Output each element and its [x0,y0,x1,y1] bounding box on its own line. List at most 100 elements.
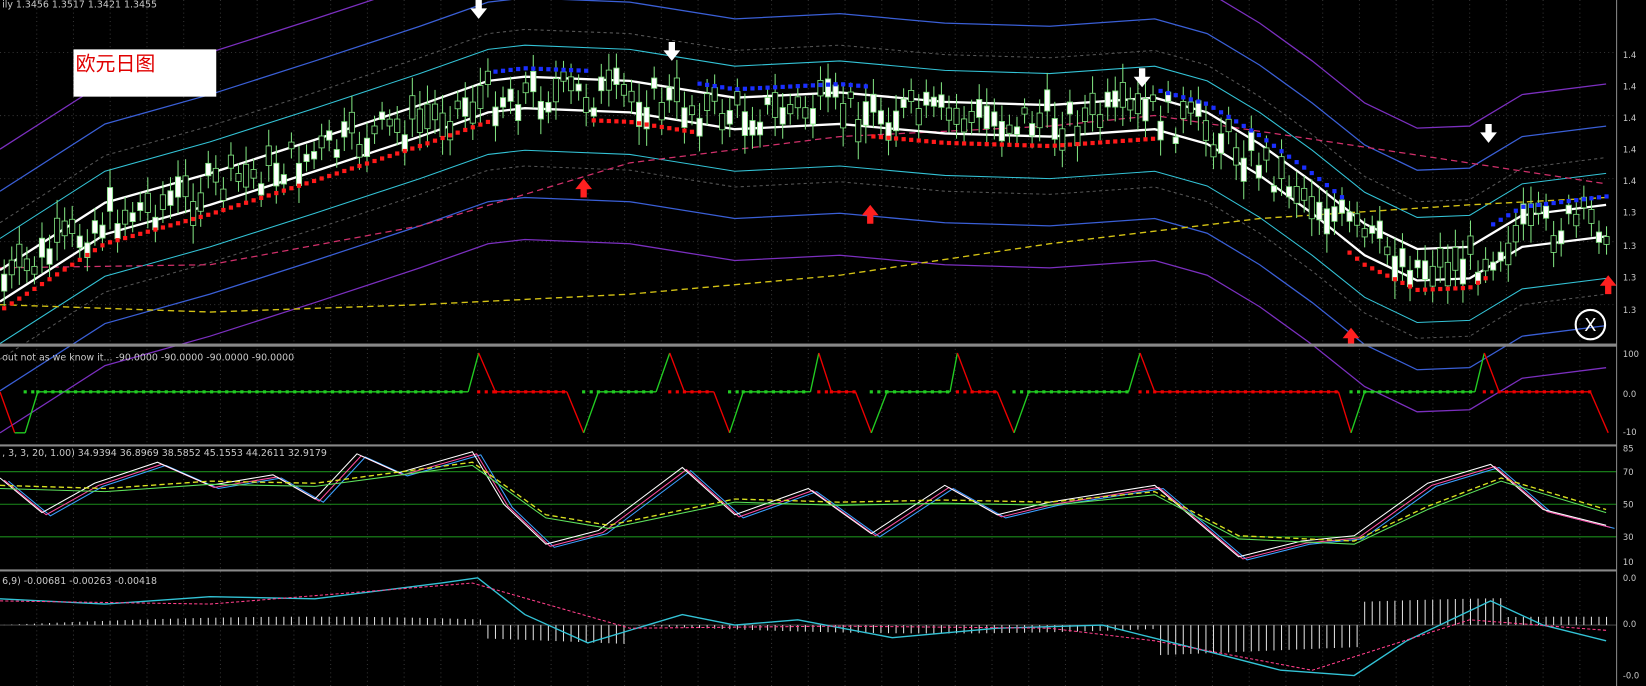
stop-dot [924,139,929,144]
signal-line [728,391,744,434]
stop-dot [1491,222,1496,227]
signal-line [467,352,480,393]
candle [1066,101,1073,115]
signal-dot [1175,390,1179,394]
stop-dot [1286,154,1292,159]
stop-dot [107,240,113,245]
candle [711,87,718,102]
axis-label: 1.3 [1623,207,1636,217]
separator [0,343,1617,347]
candle [280,174,287,185]
signal-dot [1146,390,1150,394]
stop-dot [70,262,75,267]
stop-dot [1589,196,1594,201]
axis-label: 0.0 [1623,573,1636,583]
signal-dot [1117,390,1122,394]
stop-dot [281,188,286,193]
candle [673,77,680,103]
candle [1482,258,1489,272]
stop-dot [1150,136,1156,141]
candle [1263,147,1270,161]
line [0,0,1607,150]
candle [598,76,605,92]
stop-dot [349,166,354,171]
stop-dot [463,127,468,133]
stop-dot [992,142,997,147]
stop-dot [417,143,422,149]
candle [1452,247,1459,271]
candle [900,98,907,108]
candle [1021,107,1028,115]
stop-dot [1135,137,1141,142]
signal-dot [1550,390,1554,394]
close-icon[interactable] [1574,308,1607,341]
signal-dot [1020,390,1024,394]
signal-dot [516,390,520,394]
candle [212,167,219,183]
stop-dot [1536,202,1541,208]
signal-dot [1565,390,1569,394]
candle [666,86,673,101]
signal-dot [749,390,753,394]
candle [1301,187,1308,201]
stop-dot [523,66,528,71]
candle [734,91,741,106]
stop-dot [886,135,891,140]
stop-dot [311,178,317,184]
signal-dot [1527,390,1531,394]
signal-dot [285,390,289,394]
stop-dot [228,205,234,210]
axis-label: -10 [1623,427,1637,437]
ohlc-info: ily 1.3456 1.3517 1.3421 1.3455 [2,0,157,10]
stop-dot [1596,195,1602,200]
axis-label: 0.0 [1623,389,1636,399]
candle [991,111,998,127]
stop-dot [1506,213,1511,218]
stop-dot [818,82,823,88]
candle [1406,269,1414,288]
stop-dot [1143,137,1148,142]
stop-dot [357,163,362,169]
close-icon-glyph[interactable]: X [1584,315,1596,336]
signal-line [566,391,585,434]
stop-dot [1166,90,1171,96]
candle [545,102,552,113]
candle [439,112,446,138]
candle [719,113,726,131]
stop-dot [115,238,120,243]
stop-dot [606,118,611,124]
signal-dot [1357,390,1361,394]
line [0,464,1607,545]
axis-label: 1.4 [1623,50,1636,60]
stop-dot [1241,123,1246,129]
candle [847,91,854,99]
stop-dot [568,68,574,73]
stop-dot [289,186,294,191]
candle [1218,133,1225,154]
axis-label: 1.3 [1623,241,1636,251]
candle [23,258,30,272]
candle [386,118,393,127]
axis-label: 1.3 [1623,272,1636,282]
signal-dot [1512,390,1516,394]
line [0,0,1607,192]
stop-dot [259,195,264,201]
line [0,149,1607,344]
signal-dot [126,390,131,394]
stop-dot [538,66,543,72]
signal-line [1474,352,1486,393]
stop-dot [1045,143,1050,149]
signal-dot [1064,390,1069,394]
signal-dot [1258,390,1263,394]
candle [1429,265,1436,287]
axis-label: 30 [1623,532,1634,542]
stop-dot [856,83,861,88]
candle [416,108,423,133]
line [0,44,1607,239]
signal-dot [970,390,974,394]
signal-line [870,391,888,434]
signal-dot [376,390,380,394]
stop-dot [765,85,770,90]
stop-dot [1120,138,1125,144]
